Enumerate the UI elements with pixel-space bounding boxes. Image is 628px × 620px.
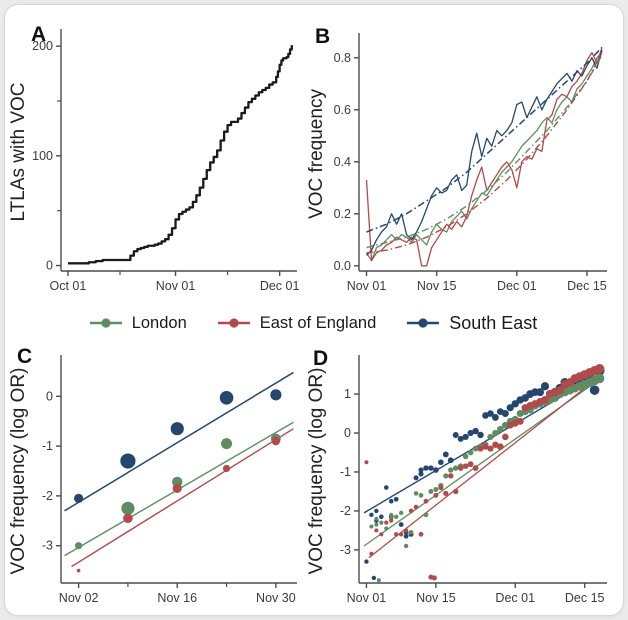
svg-text:-1: -1 [340, 465, 351, 479]
figure-grid: A Oct 01 Nov 01 Dec 01 0 100 200 LTLAs with VO… [5, 5, 623, 615]
svg-text:Dec 01: Dec 01 [495, 591, 535, 605]
svg-text:VOC frequency (log OR): VOC frequency (log OR) [9, 368, 29, 575]
svg-text:200: 200 [32, 39, 53, 53]
svg-text:Nov 01: Nov 01 [156, 279, 196, 293]
svg-text:Nov 16: Nov 16 [157, 591, 197, 605]
svg-text:Dec 01: Dec 01 [497, 279, 537, 293]
east-of-england-marker-icon [217, 318, 250, 328]
svg-text:0.8: 0.8 [334, 51, 351, 65]
svg-text:-1: -1 [42, 439, 53, 453]
svg-text:-3: -3 [340, 543, 351, 557]
panel-a-label: A [31, 23, 47, 46]
panel-c-scatter-chart: Nov 02 Nov 16 Nov 30 0 -1 -2 -3 VOC frequency (… [9, 355, 297, 605]
svg-text:0: 0 [46, 259, 53, 273]
south-east-marker-icon [407, 318, 440, 328]
figure-card: A Oct 01 Nov 01 Dec 01 0 100 200 LTLAs with VO… [4, 4, 624, 616]
svg-text:VOC frequency: VOC frequency [307, 89, 327, 219]
panel-a-step-chart: Oct 01 Nov 01 Dec 01 0 100 200 LTLAs with VOC [9, 29, 300, 293]
legend: London East of England South East [9, 303, 617, 343]
legend-label-london: London [131, 313, 187, 332]
svg-text:Dec 15: Dec 15 [565, 591, 605, 605]
svg-text:-2: -2 [340, 504, 351, 518]
svg-text:0: 0 [46, 389, 53, 403]
legend-label-east-of-england: East of England [259, 313, 377, 332]
panel-b: B Nov 01 Nov 15 Dec 01 Dec 15 0.0 0.2 0.4 0.6 0.… [307, 11, 617, 303]
legend-label-south-east: South East [449, 312, 538, 333]
svg-text:0.2: 0.2 [334, 207, 351, 221]
panel-b-label: B [315, 25, 331, 48]
panel-c: C Nov 02 Nov 16 Nov 30 0 -1 -2 -3 VOC frequency… [9, 343, 307, 615]
svg-text:Nov 01: Nov 01 [347, 279, 387, 293]
svg-text:Dec 15: Dec 15 [567, 279, 607, 293]
svg-text:Nov 02: Nov 02 [59, 591, 99, 605]
svg-text:Nov 30: Nov 30 [256, 591, 296, 605]
svg-text:0.4: 0.4 [334, 155, 351, 169]
svg-text:Oct 01: Oct 01 [50, 279, 87, 293]
svg-text:0: 0 [344, 426, 351, 440]
svg-text:Nov 15: Nov 15 [417, 279, 457, 293]
legend-item-east-of-england: East of England [217, 313, 377, 333]
panel-d-scatter-chart: Nov 01 Nov 15 Dec 01 Dec 15 1 0 -1 -2 -3 VOC freq… [307, 355, 607, 605]
svg-text:VOC frequency (log OR): VOC frequency (log OR) [307, 368, 327, 575]
svg-text:0.6: 0.6 [334, 103, 351, 117]
svg-text:1: 1 [344, 387, 351, 401]
svg-text:0.0: 0.0 [334, 259, 351, 273]
panel-c-label: C [17, 345, 33, 368]
legend-item-london: London [89, 314, 187, 333]
legend-item-south-east: South East [406, 313, 537, 334]
svg-text:Dec 01: Dec 01 [260, 279, 300, 293]
panel-b-line-chart: Nov 01 Nov 15 Dec 01 Dec 15 0.0 0.2 0.4 0.6 0.8 V… [307, 33, 607, 293]
london-marker-icon [89, 318, 122, 328]
svg-text:Nov 15: Nov 15 [416, 591, 456, 605]
panel-a: A Oct 01 Nov 01 Dec 01 0 100 200 LTLAs with VO… [9, 11, 307, 303]
svg-text:LTLAs with VOC: LTLAs with VOC [9, 82, 29, 221]
svg-text:-2: -2 [42, 489, 53, 503]
panel-d-label: D [313, 347, 329, 370]
svg-text:-3: -3 [42, 539, 53, 553]
panel-d: D Nov 01 Nov 15 Dec 01 Dec 15 1 0 -1 -2 -3 VOC fr… [307, 343, 617, 615]
svg-text:100: 100 [32, 149, 53, 163]
svg-text:Nov 01: Nov 01 [347, 591, 387, 605]
